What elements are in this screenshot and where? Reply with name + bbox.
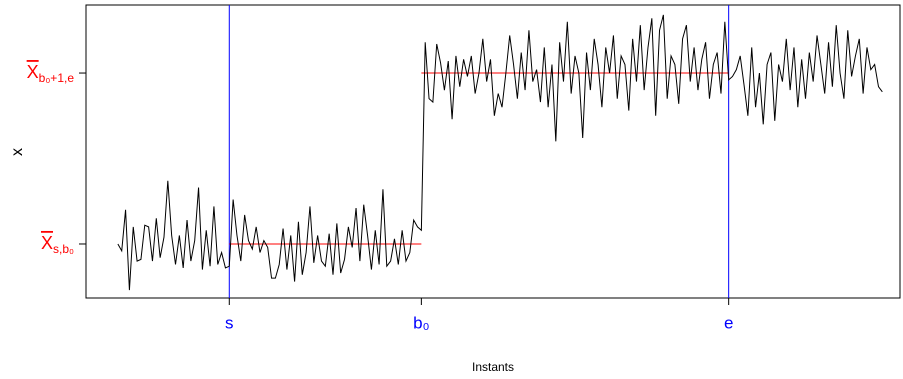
y-tick-label: Xb₀+1,e (27, 62, 75, 85)
x-tick-label: e (724, 313, 733, 332)
x-tick-label: b₀ (413, 313, 430, 332)
y-tick-label: Xs,b₀ (41, 233, 74, 256)
plot-box (85, 4, 901, 299)
y-axis-label: x (9, 148, 26, 156)
x-tick-label: s (225, 313, 234, 332)
y-tick-symbol: X (41, 233, 53, 253)
y-tick-subscript: b₀+1,e (39, 71, 75, 85)
y-tick-symbol: X (27, 62, 39, 82)
x-axis-label: Instants (472, 360, 514, 374)
y-tick-subscript: s,b₀ (53, 242, 74, 256)
series-line (117, 14, 883, 291)
